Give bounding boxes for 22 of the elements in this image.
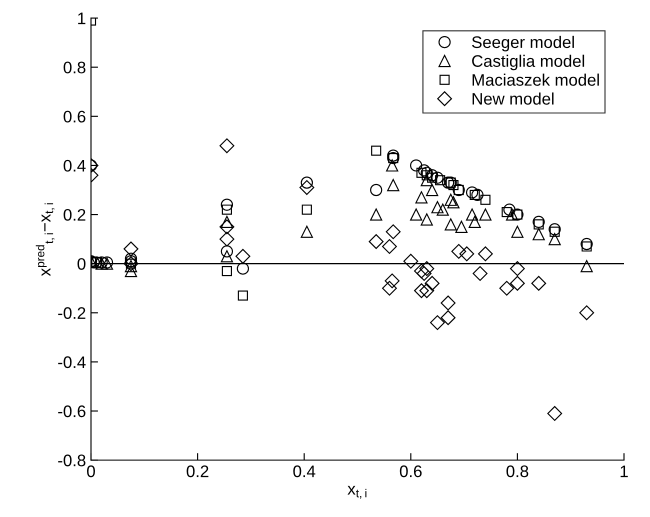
y-tick-label: 0.6 — [64, 110, 86, 123]
y-tick-label: 0 — [78, 258, 86, 270]
y-tick-label: -0.8 — [58, 454, 86, 466]
x-tick-label: 0.4 — [293, 465, 316, 478]
y-tick-label: 0.8 — [64, 62, 86, 74]
x-tick-label: 0.8 — [506, 465, 528, 478]
legend-label: New model — [472, 92, 554, 105]
legend-label: Castiglia model — [472, 54, 584, 70]
x-axis-title: x$_{t,i}$ — [348, 486, 366, 499]
y-tick-label: 0.4 — [64, 160, 86, 172]
y-tick-label: -0.4 — [58, 356, 86, 368]
legend-label: Maciaszek model — [472, 74, 599, 86]
legend-label: Seeger model — [472, 36, 574, 52]
x-tick-label: 0 — [87, 465, 95, 478]
y-axis-title: x$^{pred}$$_{t,i}$−x$_{t,i}$ — [36, 203, 55, 276]
y-tick-label: 1 — [78, 12, 86, 24]
x-tick-label: 0.2 — [186, 465, 208, 478]
y-tick-label: -0.2 — [58, 307, 86, 319]
y-tick-label: 0.2 — [64, 208, 86, 221]
x-tick-label: 1 — [620, 466, 628, 478]
y-tick-label: -0.6 — [58, 405, 86, 418]
x-tick-label: 0.6 — [400, 465, 422, 478]
